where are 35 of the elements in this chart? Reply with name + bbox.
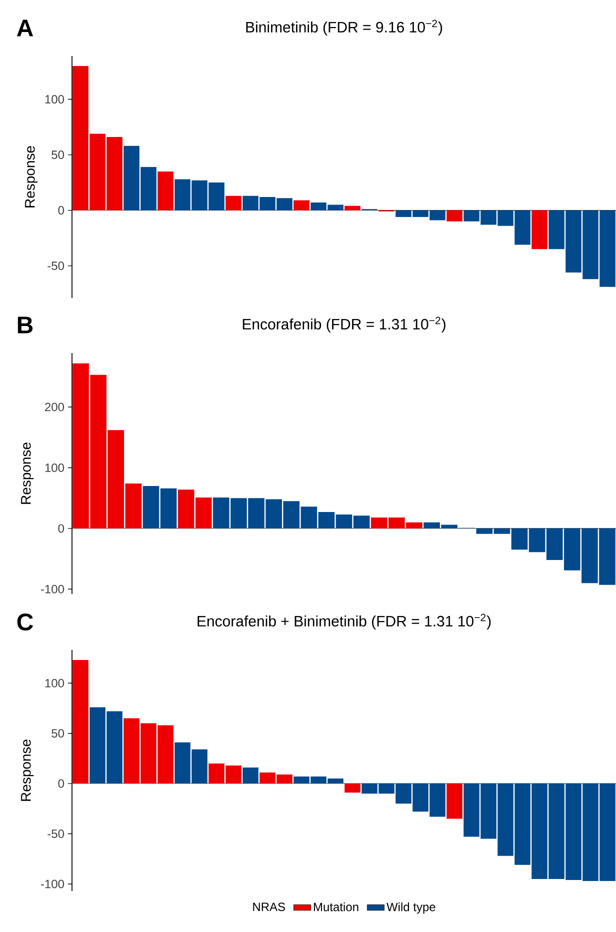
y-axis-title: Response — [21, 740, 34, 801]
y-tick-label: -100 — [40, 584, 64, 594]
y-tick-label: -50 — [48, 262, 64, 270]
y-tick-label: 0 — [58, 524, 64, 533]
chart-title: Encorafenib + Binimetinib (FDR = 1.31 10$^{−2}$) — [198, 614, 491, 630]
y-tick-label: 100 — [45, 95, 64, 104]
text: A — [16, 20, 34, 36]
legend-title: NRAS — [253, 902, 285, 912]
y-tick-label: 0 — [58, 779, 64, 788]
y-tick-label: 50 — [52, 729, 64, 738]
bar — [72, 660, 88, 784]
y-tick-label: 100 — [45, 678, 64, 688]
y-axis-title: Response — [25, 146, 38, 208]
chart-title: Encorafenib (FDR = 1.31 10$^{−2}$) — [242, 316, 446, 332]
bar — [294, 200, 310, 210]
y-tick-label: 0 — [58, 206, 64, 215]
text: C — [17, 614, 34, 630]
bar — [226, 196, 242, 210]
bar — [532, 210, 548, 250]
bar — [242, 767, 258, 784]
y-tick-label: -100 — [40, 880, 64, 888]
y-axis-title: Response — [21, 442, 34, 504]
bar — [446, 784, 462, 819]
bar — [158, 171, 174, 210]
bar — [344, 784, 360, 793]
chart-title: Binimetinib (FDR = 9.16 10$^{−2}$) — [246, 20, 442, 36]
legend-label: Wild type — [386, 902, 436, 914]
bar — [446, 210, 462, 222]
y-tick-label: 100 — [45, 463, 64, 472]
y-tick-label: 50 — [52, 150, 64, 160]
y-tick-label: 200 — [45, 402, 64, 412]
y-tick-label: -50 — [48, 830, 64, 838]
text: B — [18, 316, 33, 334]
legend-label: Mutation — [314, 902, 358, 912]
bar — [344, 206, 360, 210]
